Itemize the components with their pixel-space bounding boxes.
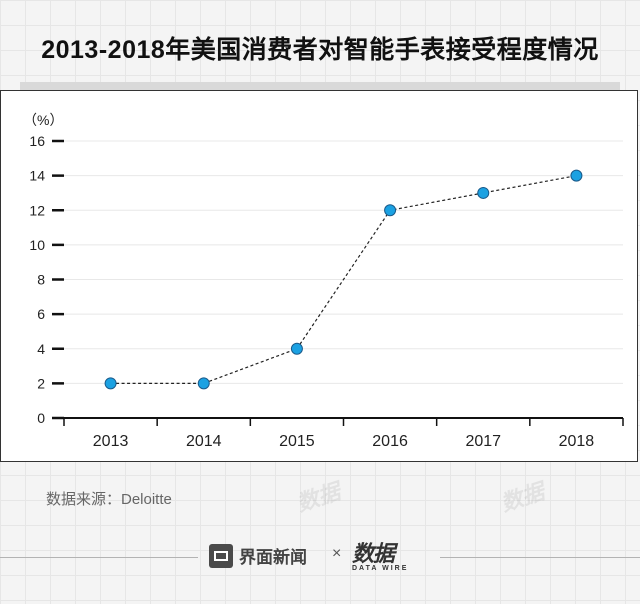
y-tick-label: 10 xyxy=(29,237,45,253)
datawire-logo-text: 数据 xyxy=(352,541,395,566)
datawire-subtext: DATA WIRE xyxy=(352,565,409,572)
x-tick-label: 2015 xyxy=(279,433,315,450)
series-line xyxy=(110,175,577,384)
footer-divider-left xyxy=(0,557,198,558)
y-axis-label: （%） xyxy=(23,112,63,128)
title-area: 2013-2018年美国消费者对智能手表接受程度情况 xyxy=(0,30,640,98)
x-tick-label: 2014 xyxy=(186,433,222,450)
brand-left-text: 界面新闻 xyxy=(239,548,307,567)
y-tick-label: 0 xyxy=(37,410,45,426)
axes: （%） 0 2 4 6 8 10 12 14 16 2013 2014 2015 2016 2017 2018 xyxy=(23,112,624,450)
grid xyxy=(64,140,623,384)
brand-jiemian: 界面新闻 xyxy=(209,543,307,568)
data-points xyxy=(104,169,583,390)
brand-separator: × xyxy=(332,545,342,562)
y-tick-label: 4 xyxy=(37,341,45,357)
x-tick-label: 2013 xyxy=(93,433,129,450)
x-tick-label: 2016 xyxy=(372,433,408,450)
jiemian-logo-icon xyxy=(209,543,233,568)
brand-datawire: 数据 DATA WIRE xyxy=(352,536,430,576)
watermark: 数据 xyxy=(497,478,548,517)
watermark: 数据 xyxy=(293,478,344,517)
data-point xyxy=(197,377,210,390)
series-line-layer xyxy=(110,175,577,384)
y-tick-label: 8 xyxy=(37,272,45,288)
x-tick-label: 2018 xyxy=(559,433,595,450)
data-point xyxy=(104,377,117,390)
x-tick-label: 2017 xyxy=(465,433,501,450)
y-tick-label: 16 xyxy=(29,133,45,149)
data-point xyxy=(477,186,490,199)
data-source: 数据来源：Deloitte xyxy=(46,491,172,508)
y-tick-label: 14 xyxy=(29,168,45,184)
line-chart: （%） 0 2 4 6 8 10 12 14 16 2013 2014 2015 2016 2017 2018 xyxy=(23,112,624,450)
y-tick-label: 12 xyxy=(29,202,45,218)
y-tick-label: 2 xyxy=(37,375,45,391)
y-tick-label: 6 xyxy=(37,306,45,322)
data-point xyxy=(290,342,303,355)
chart-title: 2013-2018年美国消费者对智能手表接受程度情况 xyxy=(41,36,599,64)
chart-panel: （%） 0 2 4 6 8 10 12 14 16 2013 2014 2015 2016 2017 2018 xyxy=(0,90,638,462)
footer-divider-right xyxy=(440,557,640,558)
data-point xyxy=(384,204,397,217)
data-point xyxy=(570,169,583,182)
